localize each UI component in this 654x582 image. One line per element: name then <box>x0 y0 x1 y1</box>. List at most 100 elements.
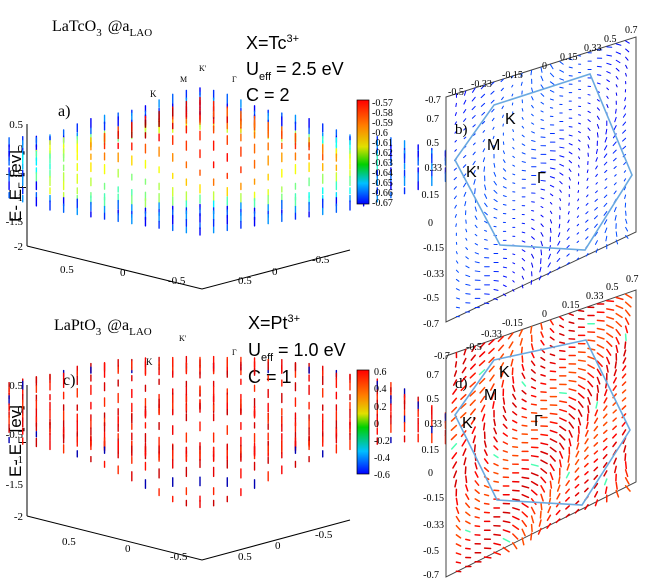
field-arrow <box>624 293 633 299</box>
field-arrow <box>462 164 467 168</box>
field-arrow <box>585 219 589 223</box>
field-arrow <box>454 149 457 152</box>
field-arrow <box>493 171 497 177</box>
field-arrow <box>549 72 555 78</box>
z-axis-c: 0.5 0 -0.5 -1 -1.5 -2 <box>6 380 28 523</box>
field-arrow <box>623 105 627 110</box>
field-arrow <box>594 207 598 211</box>
field-arrow <box>484 193 488 199</box>
field-arrow <box>613 165 617 169</box>
field-arrow <box>587 102 591 105</box>
field-arrow <box>474 507 481 511</box>
field-arrow <box>511 93 514 97</box>
field-arrow <box>587 364 595 369</box>
field-arrow <box>500 87 504 92</box>
field-arrow <box>612 157 617 162</box>
field-arrow <box>531 227 535 231</box>
field-arrow <box>493 298 499 301</box>
field-arrow <box>512 402 517 408</box>
field-arrow <box>622 129 627 134</box>
field-arrow <box>584 479 589 484</box>
field-arrow <box>521 502 529 508</box>
field-arrow <box>577 190 580 193</box>
field-arrow <box>452 461 458 469</box>
field-arrow <box>559 341 566 345</box>
left-tick-label: -0.7 <box>423 570 439 581</box>
field-arrow <box>603 153 608 158</box>
point-label: K' <box>462 415 476 432</box>
field-arrow <box>577 198 580 202</box>
field-arrow <box>585 421 589 430</box>
field-arrow <box>493 427 498 435</box>
field-arrow <box>593 433 599 439</box>
top-tick-label: 0.7 <box>626 274 639 285</box>
field-arrow <box>463 155 467 159</box>
field-arrow <box>460 384 467 392</box>
field-arrow <box>624 194 627 200</box>
field-arrow <box>453 370 458 377</box>
field-arrow <box>566 245 570 249</box>
field-arrow <box>625 72 627 77</box>
field-arrow <box>540 197 545 200</box>
field-arrow <box>521 476 530 480</box>
field-arrow <box>625 64 628 69</box>
field-arrow <box>577 409 583 417</box>
field-arrow <box>585 211 589 215</box>
field-arrow <box>521 275 525 280</box>
field-arrow <box>483 484 490 489</box>
field-arrow <box>567 219 570 224</box>
field-arrow <box>624 325 629 334</box>
field-arrow <box>549 64 554 70</box>
field-arrow <box>478 369 486 376</box>
field-arrow <box>614 214 617 221</box>
field-arrow <box>587 372 595 379</box>
field-arrow <box>540 356 546 361</box>
field-arrow <box>479 351 486 358</box>
field-arrow <box>604 136 608 143</box>
top-tick-label: -0.7 <box>425 95 441 106</box>
field-arrow <box>521 372 526 379</box>
field-arrow <box>593 450 599 455</box>
field-arrow <box>500 78 504 83</box>
field-arrow <box>512 533 519 540</box>
field-arrow <box>502 275 507 278</box>
field-arrow <box>469 372 476 379</box>
field-arrow <box>484 302 490 305</box>
field-arrow <box>615 231 618 237</box>
field-arrow <box>463 182 467 188</box>
field-arrow <box>549 438 558 443</box>
point-label: Γ <box>534 413 543 430</box>
field-arrow <box>576 215 580 218</box>
field-arrow <box>549 193 554 197</box>
colorbar-tick-label: 0.6 <box>374 367 387 378</box>
field-arrow <box>479 386 486 394</box>
field-arrow <box>540 240 543 247</box>
field-arrow <box>540 485 546 493</box>
field-arrow <box>531 131 535 134</box>
field-arrow <box>624 317 630 325</box>
field-arrow <box>493 288 499 291</box>
field-arrow <box>559 146 565 149</box>
field-arrow <box>595 248 598 254</box>
field-arrow <box>474 270 481 273</box>
colorbar-tick-label: -0.57 <box>372 98 393 109</box>
field-arrow <box>540 374 546 377</box>
field-arrow <box>606 340 613 347</box>
field-arrow <box>621 429 627 436</box>
field-arrow <box>540 382 547 385</box>
field-arrow <box>521 258 526 262</box>
floor-edge <box>26 515 351 561</box>
field-arrow <box>556 257 561 263</box>
field-arrow <box>512 376 515 384</box>
field-arrow <box>530 360 536 367</box>
field-arrow <box>512 428 518 432</box>
field-arrow <box>455 278 460 282</box>
point-label: Γ <box>537 170 546 187</box>
z-tick-label: -0.5 <box>6 429 24 441</box>
field-arrow <box>540 206 544 209</box>
left-tick-label: -0.7 <box>423 319 439 330</box>
field-arrow <box>480 93 486 99</box>
panel-a: LaTcO3 @aLAO X=Tc3+ Ueff = 2.5 eV C = 2 K… <box>6 18 501 290</box>
field-arrow <box>622 357 627 364</box>
field-arrow <box>489 374 495 382</box>
